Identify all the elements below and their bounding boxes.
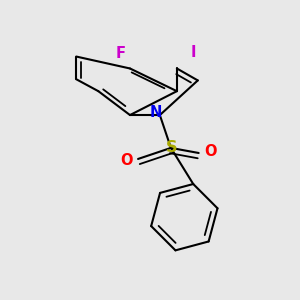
Text: I: I: [190, 45, 196, 60]
Text: O: O: [204, 144, 216, 159]
Text: S: S: [166, 140, 178, 154]
Text: F: F: [116, 46, 126, 61]
Text: N: N: [149, 106, 162, 121]
Text: O: O: [121, 153, 133, 168]
